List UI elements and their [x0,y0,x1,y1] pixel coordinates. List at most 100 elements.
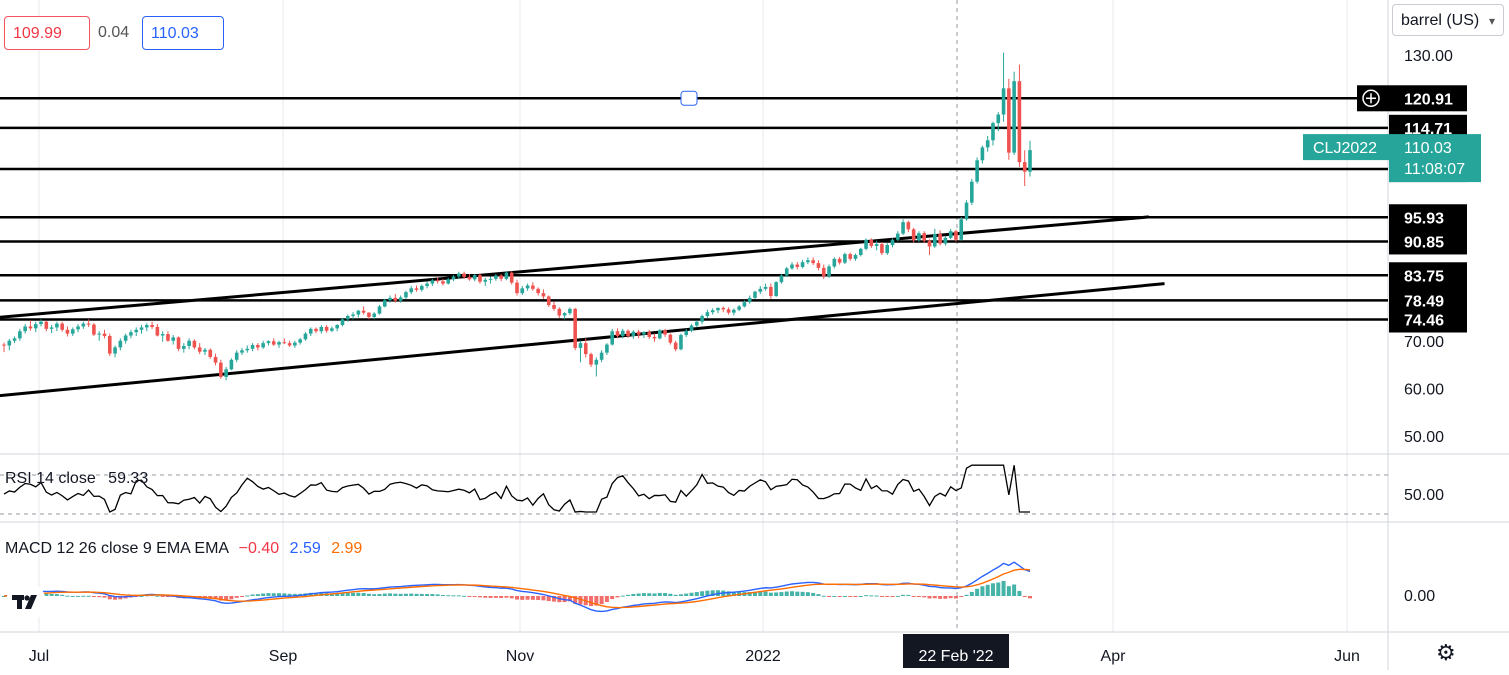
macd-histogram-bar [388,593,393,596]
candle-body [488,278,493,280]
candle-body [372,313,377,317]
ask-price-box[interactable]: 110.03 [142,16,224,50]
candle-body [7,340,12,346]
crosshair-date-label: 22 Feb '22 [918,648,993,665]
macd-histogram-bar [911,596,916,597]
macd-histogram-bar [239,596,244,597]
tradingview-logo-icon[interactable] [6,582,46,622]
gear-icon[interactable]: ⚙ [1436,640,1456,665]
macd-histogram-bar [472,596,477,597]
macd-histogram-bar [874,595,879,597]
candle-body [504,272,509,279]
candle-body [705,312,710,316]
macd-histogram-bar [827,596,832,597]
candle-body [81,323,86,327]
macd-histogram-bar [483,596,488,598]
macd-histogram-bar [70,595,75,597]
candle-body [599,352,604,360]
macd-histogram-bar [784,591,789,596]
candle-body [732,309,736,313]
candle-body [605,344,609,353]
candle-body [12,338,17,341]
level-tag-label: 114.71 [1404,121,1452,138]
macd-histogram-bar [895,595,900,597]
level-tag-label: 74.46 [1404,313,1444,330]
candle-body [546,296,551,306]
macd-histogram-bar [372,594,377,596]
candle-body [568,308,572,314]
level-tag-label: 78.49 [1404,293,1444,310]
macd-histogram-bar [65,595,70,597]
candle-body [589,354,593,365]
macd-histogram-bar [340,593,345,596]
bid-price-box[interactable]: 109.99 [4,16,90,50]
macd-histogram-bar [49,593,54,596]
macd-histogram-bar [705,590,710,596]
macd-histogram-bar [567,596,572,602]
candle-body [113,347,117,354]
macd-histogram-bar [377,594,382,596]
candle-body [800,262,805,267]
candle-body [917,233,921,241]
candle-body [123,335,128,341]
macd-histogram-bar [864,595,869,597]
macd-histogram-bar [811,592,816,596]
candle-body [86,323,91,325]
unit-selector-label: barrel (US) [1401,12,1480,29]
candle-body [827,266,831,276]
level-tag [1389,228,1467,255]
macd-histogram-bar [409,593,414,596]
candle-body [28,326,33,329]
candle-body [610,331,614,345]
y-tick-label: 60.00 [1404,381,1444,398]
macd-histogram-bar [927,596,932,599]
macd-histogram-bar [419,593,424,596]
candle-body [843,254,847,263]
candle-body [499,275,503,279]
macd-histogram-bar [620,595,625,597]
candle-body [747,297,752,303]
candle-body [853,255,858,259]
trendlines[interactable] [0,215,1165,398]
macd-histogram-bar [763,591,768,596]
macd-histogram-bar [636,593,641,596]
candle-body [171,337,176,341]
candle-body [647,332,652,337]
candle-body [187,340,191,346]
candle-body [784,268,789,276]
trendline [0,215,1149,319]
macd-histogram-bar [816,594,821,596]
candle-body [779,275,784,283]
macd-histogram-bar [292,593,297,596]
candle-body [874,244,879,246]
candle-body [430,280,435,284]
candle-body [261,343,265,348]
horizontal-levels[interactable] [0,90,1388,321]
macd-histogram-bar [515,596,519,600]
macd-histogram-bar [155,595,160,597]
rsi-legend[interactable]: RSI 14 close 59.33 [5,470,148,488]
candle-body [420,285,424,290]
candle-body [446,279,451,284]
candle-body [92,324,96,335]
candle-body [457,273,461,277]
candle-body [351,314,355,316]
candle-body [790,264,794,269]
candle-body [208,349,213,357]
macd-histogram-bar [821,595,826,597]
macd-histogram-bar [948,596,953,599]
macd-histogram-bar [499,596,504,599]
macd-histogram-bar [657,592,662,596]
macd-histogram-bar [314,592,319,596]
candle-body [848,254,852,259]
macd-histogram-bar [287,593,292,596]
macd-legend[interactable]: MACD 12 26 close 9 EMA EMA −0.40 2.59 2.… [5,540,362,558]
candle-body [927,240,932,247]
macd-histogram-bar [1001,580,1006,596]
unit-selector[interactable]: barrel (US) ▾ [1392,4,1504,36]
macd-histogram-bar [356,592,361,596]
candle-body [1012,81,1016,153]
candle-body [954,231,958,240]
